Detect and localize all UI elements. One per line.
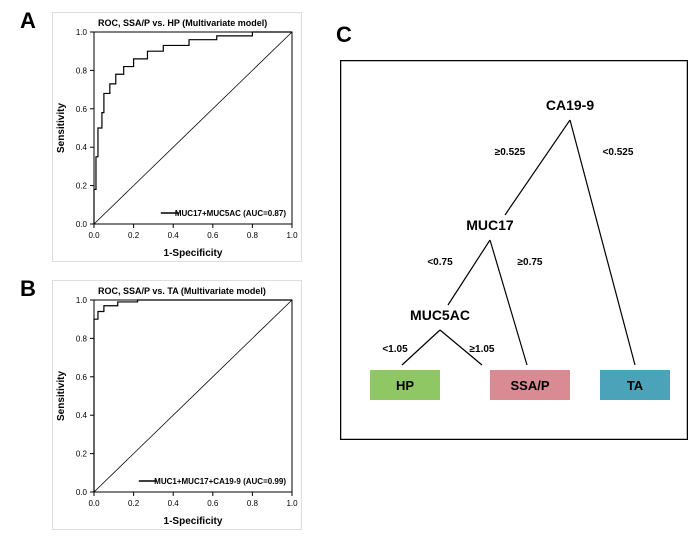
- svg-text:1-Specificity: 1-Specificity: [164, 516, 223, 527]
- svg-text:MUC17: MUC17: [466, 217, 514, 233]
- svg-text:ROC, SSA/P vs. HP (Multivariat: ROC, SSA/P vs. HP (Multivariate model): [98, 18, 267, 28]
- svg-text:0.2: 0.2: [76, 450, 88, 459]
- svg-text:0.0: 0.0: [88, 231, 100, 240]
- svg-text:0.6: 0.6: [76, 105, 88, 114]
- svg-text:0.2: 0.2: [76, 182, 88, 191]
- svg-text:MUC5AC: MUC5AC: [410, 307, 470, 323]
- svg-text:0.8: 0.8: [247, 499, 259, 508]
- panel-label-a: A: [20, 8, 36, 34]
- svg-text:0.4: 0.4: [76, 143, 88, 152]
- svg-text:1.0: 1.0: [286, 231, 298, 240]
- svg-text:0.6: 0.6: [207, 499, 219, 508]
- svg-text:ROC, SSA/P vs. TA (Multivariat: ROC, SSA/P vs. TA (Multivariate model): [98, 286, 266, 296]
- svg-text:0.8: 0.8: [76, 334, 88, 343]
- svg-text:1.0: 1.0: [286, 499, 298, 508]
- svg-text:MUC17+MUC5AC (AUC=0.87): MUC17+MUC5AC (AUC=0.87): [175, 209, 286, 218]
- svg-text:0.4: 0.4: [168, 499, 180, 508]
- svg-text:0.2: 0.2: [128, 231, 140, 240]
- svg-text:≥0.75: ≥0.75: [518, 257, 543, 268]
- svg-text:Sensitivity: Sensitivity: [56, 371, 67, 421]
- svg-text:HP: HP: [396, 378, 414, 393]
- svg-text:<1.05: <1.05: [382, 344, 408, 355]
- svg-text:1-Specificity: 1-Specificity: [164, 248, 223, 259]
- svg-text:0.4: 0.4: [168, 231, 180, 240]
- svg-text:0.0: 0.0: [76, 220, 88, 229]
- svg-text:1.0: 1.0: [76, 28, 88, 37]
- svg-text:SSA/P: SSA/P: [510, 378, 549, 393]
- svg-text:<0.525: <0.525: [603, 147, 634, 158]
- svg-text:0.6: 0.6: [207, 231, 219, 240]
- svg-text:CA19-9: CA19-9: [546, 97, 594, 113]
- svg-text:0.0: 0.0: [76, 488, 88, 497]
- svg-text:0.4: 0.4: [76, 411, 88, 420]
- svg-text:≥1.05: ≥1.05: [470, 344, 495, 355]
- svg-text:≥0.525: ≥0.525: [495, 147, 526, 158]
- svg-text:<0.75: <0.75: [427, 257, 453, 268]
- svg-text:MUC1+MUC17+CA19-9 (AUC=0.99): MUC1+MUC17+CA19-9 (AUC=0.99): [154, 477, 286, 486]
- svg-text:0.8: 0.8: [76, 66, 88, 75]
- panel-label-b: B: [20, 276, 36, 302]
- panel-label-c: C: [336, 22, 352, 48]
- svg-text:1.0: 1.0: [76, 296, 88, 305]
- svg-text:0.6: 0.6: [76, 373, 88, 382]
- svg-text:TA: TA: [627, 378, 644, 393]
- roc-panel-a: ROC, SSA/P vs. HP (Multivariate model) 0.…: [52, 12, 302, 262]
- roc-panel-b: ROC, SSA/P vs. TA (Multivariate model) 0.…: [52, 280, 302, 530]
- decision-tree-panel: ≥0.525 <0.525 <0.75 ≥0.75 <1.05 ≥1.05 CA19-9 MU…: [340, 60, 688, 440]
- svg-text:0.0: 0.0: [88, 499, 100, 508]
- svg-text:0.2: 0.2: [128, 499, 140, 508]
- svg-text:0.8: 0.8: [247, 231, 259, 240]
- svg-text:Sensitivity: Sensitivity: [56, 103, 67, 153]
